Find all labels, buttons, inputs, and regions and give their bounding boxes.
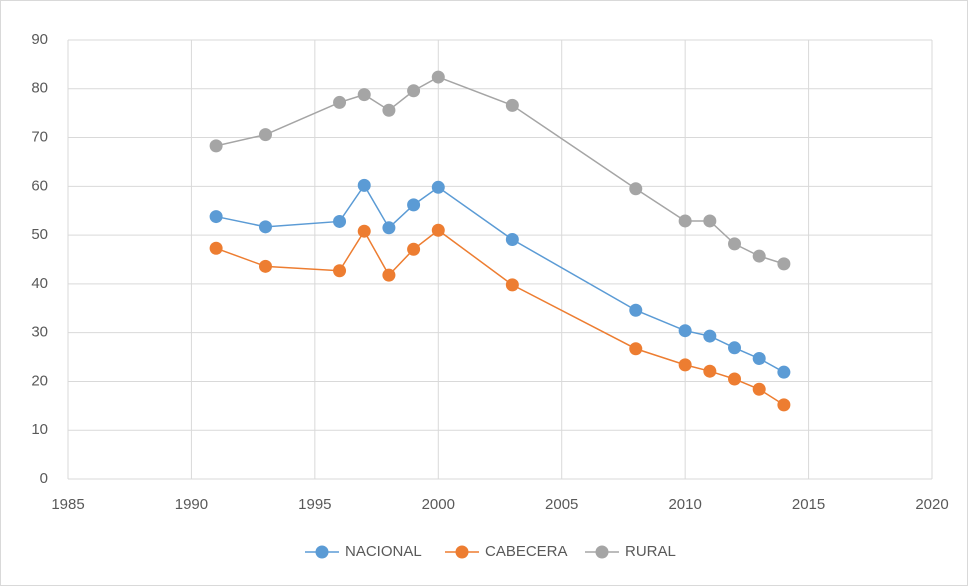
data-point (333, 214, 347, 228)
y-tick-label: 90 (31, 31, 48, 48)
y-tick-label: 80 (31, 80, 48, 97)
y-tick-label: 0 (40, 470, 48, 487)
legend-marker (315, 545, 329, 559)
data-point (431, 70, 445, 84)
data-point (209, 241, 223, 255)
data-point (333, 264, 347, 278)
data-point (777, 398, 791, 412)
data-point (678, 214, 692, 228)
data-point (357, 88, 371, 102)
y-tick-label: 40 (31, 275, 48, 292)
data-point (382, 221, 396, 235)
data-point (629, 303, 643, 317)
data-point (407, 242, 421, 256)
data-point (431, 180, 445, 194)
data-point (407, 198, 421, 212)
data-point (505, 98, 519, 112)
data-point (703, 364, 717, 378)
data-point (209, 139, 223, 153)
legend-label: CABECERA (485, 543, 568, 560)
data-point (258, 220, 272, 234)
x-tick-label: 2000 (422, 496, 455, 513)
data-point (505, 278, 519, 292)
data-point (333, 95, 347, 109)
data-point (728, 341, 742, 355)
y-tick-label: 30 (31, 324, 48, 341)
x-tick-label: 1985 (51, 496, 84, 513)
data-point (678, 324, 692, 338)
data-point (258, 259, 272, 273)
x-tick-label: 2005 (545, 496, 578, 513)
data-point (382, 268, 396, 282)
x-tick-label: 2020 (915, 496, 948, 513)
data-point (703, 214, 717, 228)
y-tick-label: 20 (31, 372, 48, 389)
legend-marker (455, 545, 469, 559)
data-point (678, 358, 692, 372)
data-point (407, 84, 421, 98)
data-point (728, 372, 742, 386)
data-point (629, 182, 643, 196)
data-point (752, 352, 766, 366)
data-point (258, 128, 272, 142)
legend-marker (595, 545, 609, 559)
data-point (752, 249, 766, 263)
x-tick-label: 2010 (668, 496, 701, 513)
data-point (357, 224, 371, 238)
data-point (777, 257, 791, 271)
data-point (209, 210, 223, 224)
data-point (357, 178, 371, 192)
y-tick-label: 10 (31, 421, 48, 438)
legend-label: NACIONAL (345, 543, 422, 560)
x-tick-label: 1995 (298, 496, 331, 513)
legend-label: RURAL (625, 543, 676, 560)
data-point (728, 237, 742, 251)
y-tick-label: 70 (31, 129, 48, 146)
data-point (629, 342, 643, 356)
data-point (431, 223, 445, 237)
data-point (777, 365, 791, 379)
data-point (505, 233, 519, 247)
y-tick-label: 50 (31, 226, 48, 243)
x-tick-label: 2015 (792, 496, 825, 513)
x-tick-label: 1990 (175, 496, 208, 513)
data-point (703, 329, 717, 343)
data-point (382, 103, 396, 117)
data-point (752, 382, 766, 396)
y-tick-label: 60 (31, 177, 48, 194)
